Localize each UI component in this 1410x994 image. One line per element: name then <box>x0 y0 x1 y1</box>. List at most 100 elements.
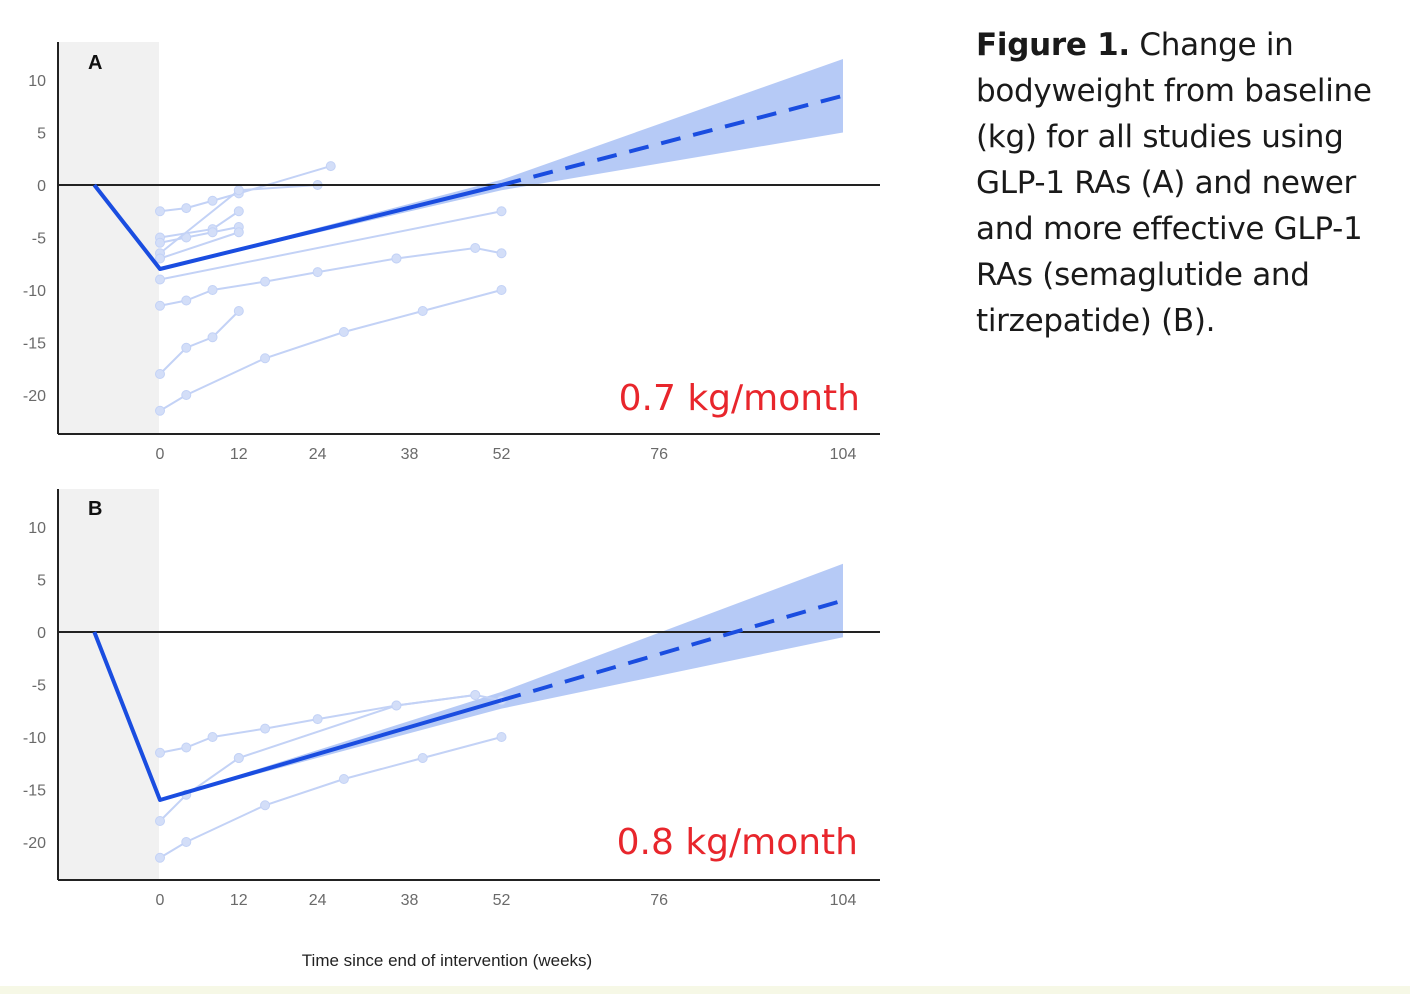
panel-b-study-point <box>155 747 165 758</box>
panel-a-study-point <box>391 253 402 264</box>
panel-b-study-point <box>181 837 192 847</box>
panel-b-study-point <box>181 742 192 753</box>
panel-b-projection-line <box>500 598 844 703</box>
panel-b-study-point <box>417 753 428 763</box>
panel-a-study-point <box>233 306 244 316</box>
panel-a-x-tick-label: 76 <box>650 446 668 463</box>
panel-a-projection-line <box>500 93 844 187</box>
panel-a-study-point <box>155 237 165 248</box>
panel-a-study-line-8 <box>396 246 502 260</box>
panel-a-study-point <box>207 332 218 343</box>
panel-a-study-point <box>233 206 244 217</box>
panel-a-study-line-3 <box>159 226 240 244</box>
panel-b-y-tick-label: 0 <box>37 625 46 642</box>
panel-a-study-point <box>233 185 244 196</box>
panel-a-study-point <box>155 253 165 264</box>
panel-a-x-tick-label: 38 <box>401 446 419 463</box>
panel-a-study-point <box>155 405 165 416</box>
panel-a-study-point <box>496 285 507 295</box>
panel-a-y-tick-label: -15 <box>23 336 46 353</box>
panel-a-study-point <box>155 300 165 311</box>
panel-b-intervention-shade <box>59 489 159 880</box>
caption-label: Figure 1. <box>976 27 1130 63</box>
footer-strip <box>0 986 1410 994</box>
panel-a-study-point <box>260 276 271 287</box>
panel-a-study-point <box>181 295 192 306</box>
panel-a-confidence-band <box>160 59 843 269</box>
panel-b-study-point <box>496 732 507 742</box>
panel-b-study-point <box>470 690 481 700</box>
panel-b-study-point <box>260 723 271 734</box>
panel-a-study-point <box>155 369 165 379</box>
panel-a-y-tick-label: 10 <box>28 73 46 90</box>
panel-b-study-point <box>207 732 218 742</box>
panel-a-x-tick-label: 24 <box>309 446 327 463</box>
panel-a-study-point <box>181 342 192 353</box>
panel-a-intervention-shade <box>59 42 159 434</box>
panel-b-x-tick-label: 52 <box>493 892 511 909</box>
panel-b-y-tick-label: -15 <box>23 783 46 800</box>
panel-b-study-line-1 <box>159 693 502 754</box>
panel-b-x-tick-label: 12 <box>230 892 248 909</box>
caption-text: Change in bodyweight from baseline (kg) … <box>976 27 1372 339</box>
panel-a-x-tick-label: 104 <box>830 446 857 463</box>
panel-a-study-point <box>155 274 165 285</box>
panel-a-study-line-10 <box>159 289 502 412</box>
panel-b-y-tick-label: -20 <box>23 835 46 852</box>
panel-b-y-tick-label: -10 <box>23 730 46 747</box>
panel-a-letter: A <box>88 52 102 74</box>
panel-b-study-point <box>338 774 349 784</box>
panel-a-study-point <box>496 206 507 217</box>
panel-b-x-tick-label: 104 <box>830 892 857 909</box>
panel-a-study-point <box>207 227 218 238</box>
panel-b-x-tick-label: 24 <box>309 892 327 909</box>
panel-a-y-tick-label: -5 <box>32 231 46 248</box>
panel-a-study-point <box>233 227 244 238</box>
panel-b-study-point <box>312 714 323 725</box>
panel-b-study-point <box>155 852 165 863</box>
panel-b-x-tick-label: 76 <box>650 892 668 909</box>
panel-a-y-tick-label: -20 <box>23 388 46 405</box>
panel-a-rate-label: 0.7 kg/month <box>619 378 860 419</box>
figure-caption: Figure 1. Change in bodyweight from base… <box>976 22 1406 344</box>
panel-b-x-tick-label: 0 <box>156 892 165 909</box>
panel-a-study-point <box>417 306 428 316</box>
panel-b-letter: B <box>88 498 102 520</box>
panel-a-study-point <box>470 243 481 253</box>
panel-a-x-tick-label: 52 <box>493 446 511 463</box>
x-axis-title: Time since end of intervention (weeks) <box>302 951 592 970</box>
panel-b-study-point <box>233 753 244 763</box>
panel-a-study-point <box>338 327 349 337</box>
panel-b-y-tick-label: 10 <box>28 520 46 537</box>
panel-b-rate-label: 0.8 kg/month <box>617 822 858 863</box>
panel-a-study-point <box>181 390 192 400</box>
panel-a-study-point <box>155 206 165 217</box>
panel-b-y-tick-label: -5 <box>32 678 46 695</box>
panel-a: A 0.7 kg/month <box>57 42 880 435</box>
panel-a-study-point <box>312 267 323 278</box>
panel-a-study-point <box>207 195 218 206</box>
panel-a-study-line-7 <box>159 257 397 307</box>
panel-a-study-point <box>325 161 336 172</box>
panel-b-x-tick-label: 38 <box>401 892 419 909</box>
panel-a-study-point <box>207 285 218 295</box>
panel-b-study-point <box>260 800 271 811</box>
panel-a-study-line-2 <box>159 210 240 239</box>
panel-a-study-line-9 <box>159 310 240 375</box>
panel-a-study-point <box>496 248 507 259</box>
panel-b-pooled-line <box>92 631 503 802</box>
panel-a-y-tick-label: -10 <box>23 283 46 300</box>
panel-a-y-tick-label: 5 <box>37 126 46 143</box>
panel-b-confidence-band <box>160 563 843 800</box>
panel-a-study-point <box>181 203 192 214</box>
panel-a-x-tick-label: 0 <box>156 446 165 463</box>
panel-b-study-point <box>155 816 165 826</box>
panel-b-y-tick-label: 5 <box>37 573 46 590</box>
panel-a-x-tick-label: 12 <box>230 446 248 463</box>
panel-b-study-line-3 <box>159 736 502 859</box>
panel-b-study-point <box>391 700 402 711</box>
panel-b: B 0.8 kg/month <box>57 489 880 881</box>
panel-a-study-line-6 <box>159 210 502 281</box>
panel-a-y-tick-label: 0 <box>37 178 46 195</box>
panel-a-pooled-line <box>92 183 502 271</box>
